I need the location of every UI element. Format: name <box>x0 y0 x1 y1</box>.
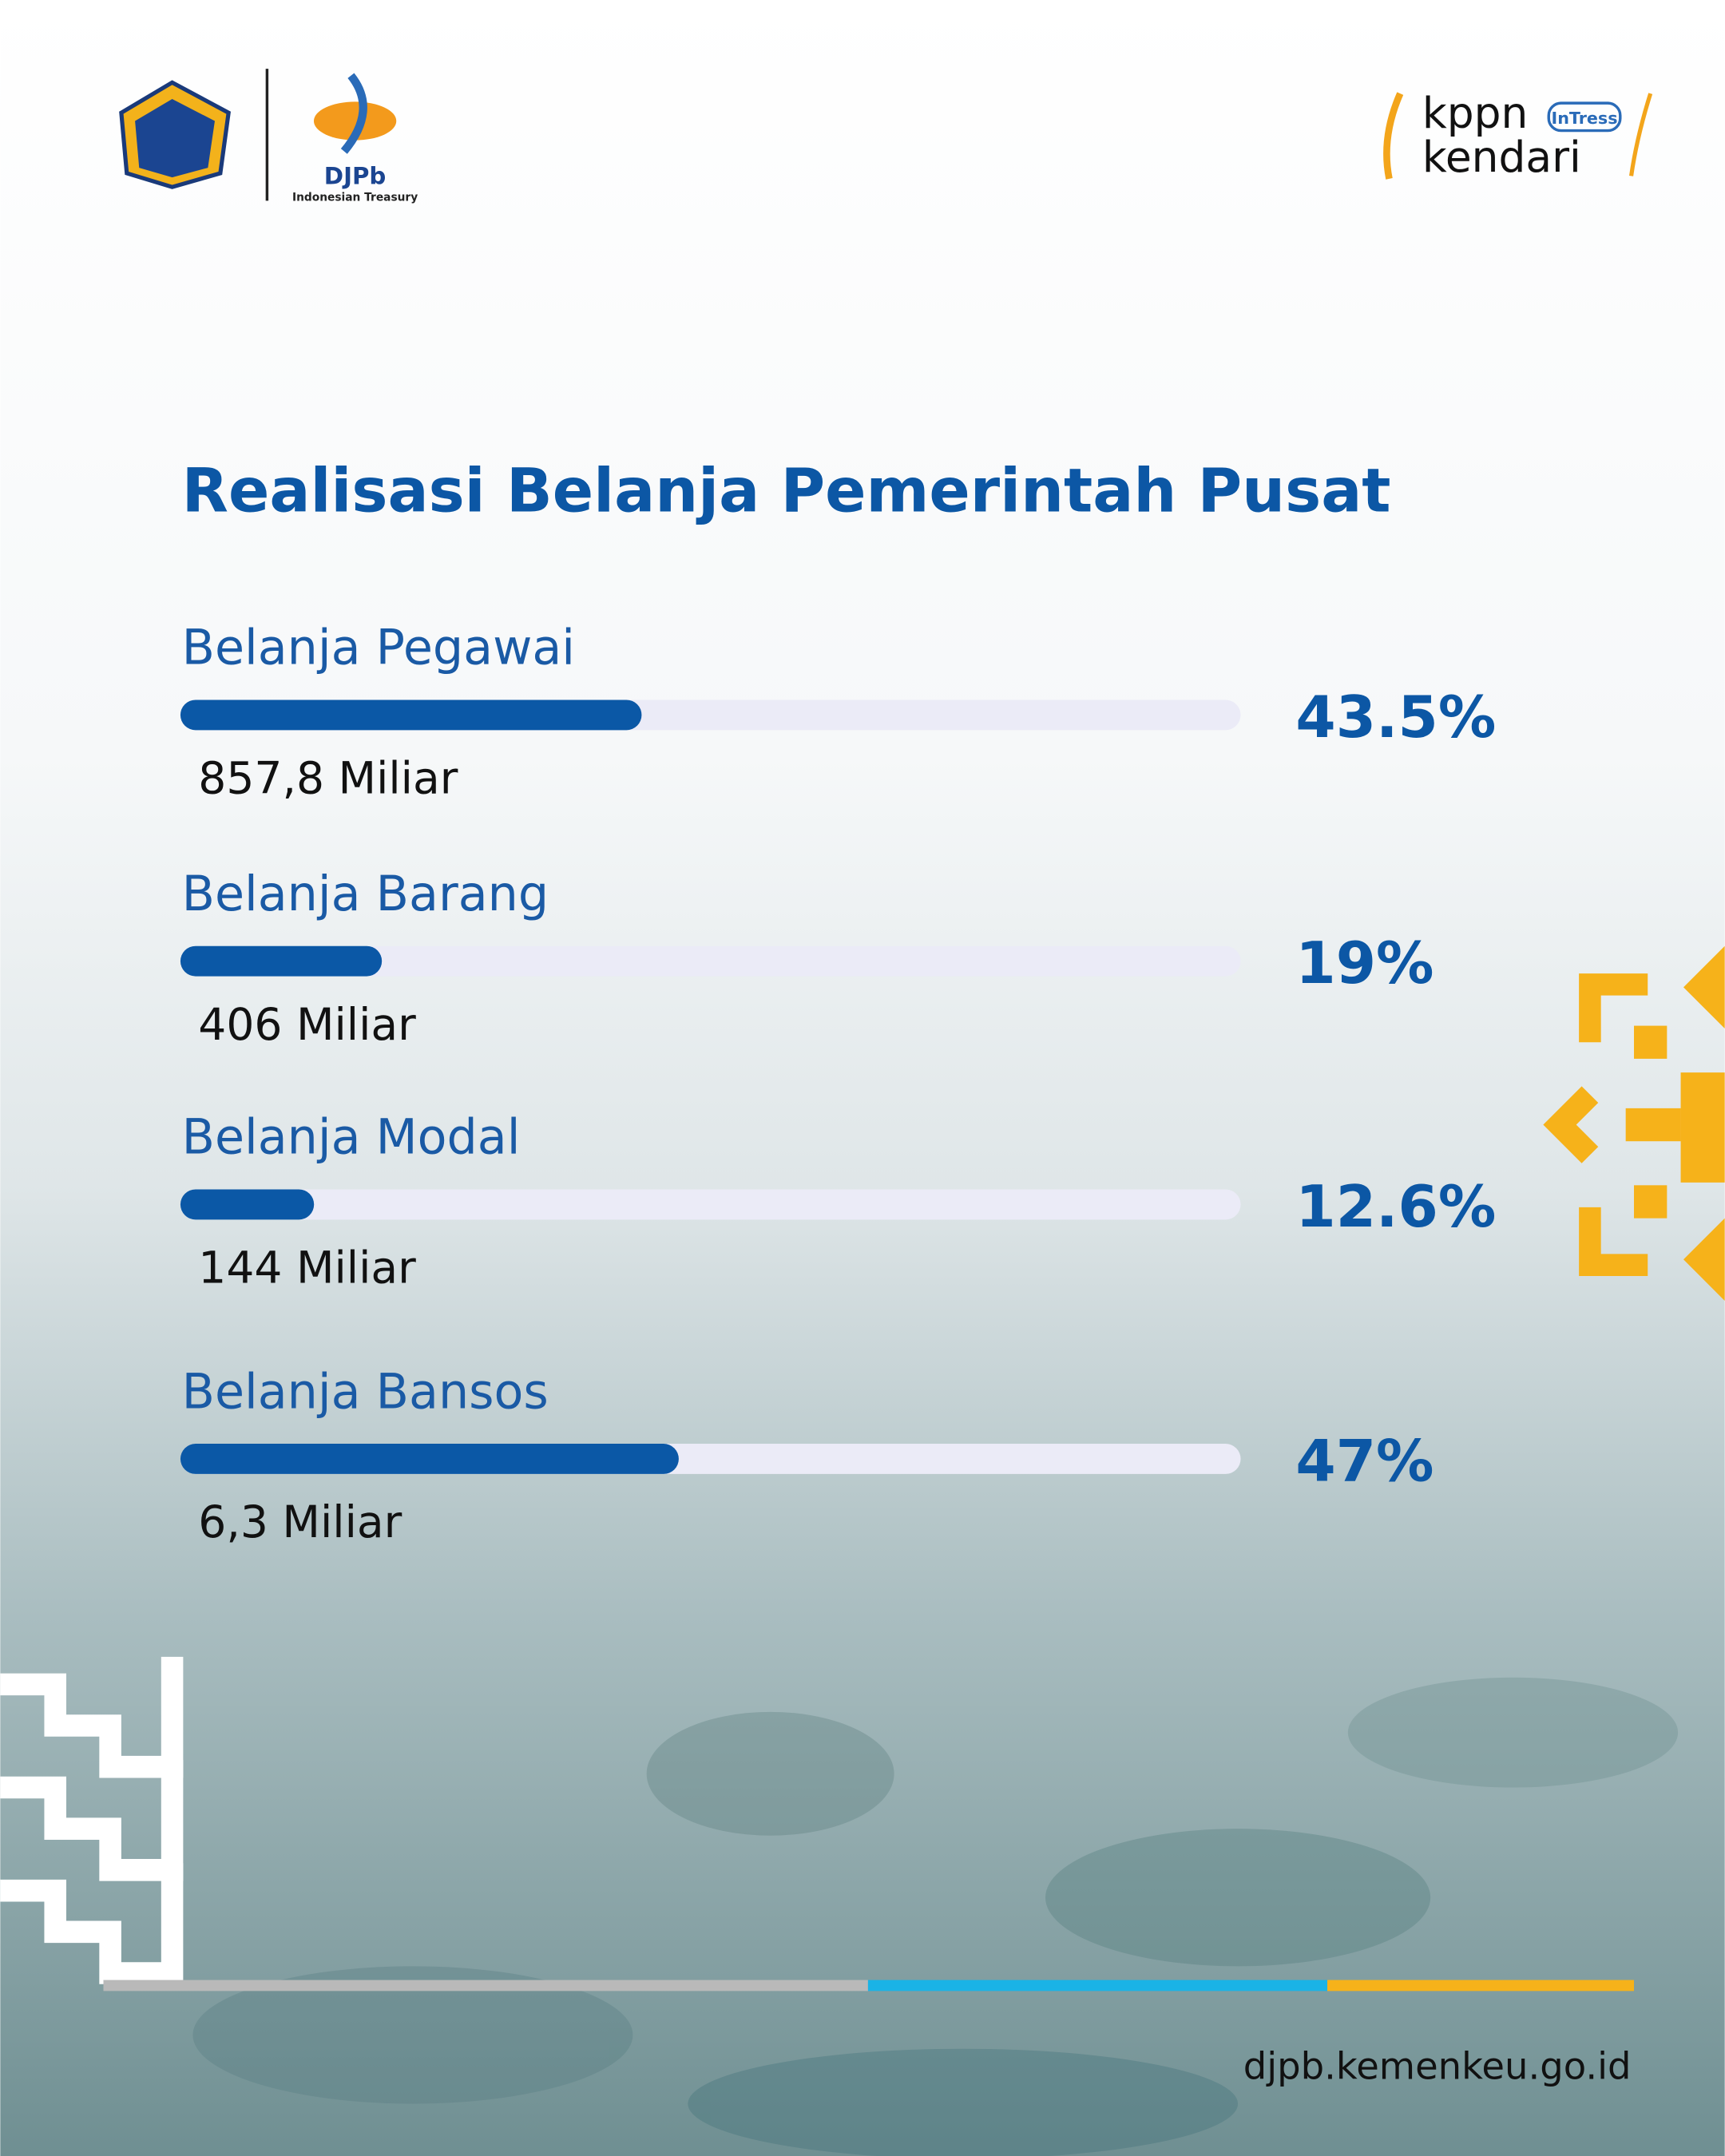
amount-label: 144 Miliar <box>198 1242 416 1294</box>
amount-label: 6,3 Miliar <box>198 1496 402 1548</box>
logo-subtext: Indonesian Treasury <box>292 191 418 204</box>
category-label: Belanja Bansos <box>182 1364 549 1420</box>
bar <box>180 700 642 731</box>
value-label: 12.6% <box>1295 1174 1496 1241</box>
brand-logo: kppn InTress kendari <box>1383 88 1653 182</box>
value-label: 19% <box>1295 930 1434 997</box>
brand-badge: InTress <box>1552 109 1618 128</box>
bar <box>180 1189 315 1220</box>
brand-line1: kppn <box>1422 88 1528 138</box>
decoration-right <box>1543 945 1725 1301</box>
footer-stripe <box>1327 1980 1635 1992</box>
bar <box>180 1444 679 1474</box>
brand-line2: kendari <box>1422 132 1581 182</box>
footer-stripe <box>867 1980 1328 1992</box>
chart-title: Realisasi Belanja Pemerintah Pusat <box>182 456 1391 526</box>
texture <box>192 1677 1679 2156</box>
footer-stripe <box>103 1980 868 1992</box>
category-label: Belanja Pegawai <box>182 620 575 676</box>
bar-track <box>180 1189 1241 1220</box>
rows: Belanja Pegawai 43.5% 857,8 Miliar Belanja … <box>180 620 1496 1548</box>
amount-label: 406 Miliar <box>198 999 416 1050</box>
footer-url: djpb.kemenkeu.go.id <box>1243 2045 1632 2088</box>
category-label: Belanja Modal <box>182 1110 521 1166</box>
decoration-left <box>0 1656 184 1984</box>
ministry-logo: DJPb Indonesian Treasury <box>119 69 418 204</box>
amount-label: 857,8 Miliar <box>198 753 458 804</box>
bar-track <box>180 945 1241 977</box>
value-label: 47% <box>1295 1429 1434 1496</box>
bar <box>180 945 383 977</box>
category-label: Belanja Barang <box>182 866 549 922</box>
value-label: 43.5% <box>1295 684 1496 751</box>
logo-text: DJPb <box>324 163 387 190</box>
